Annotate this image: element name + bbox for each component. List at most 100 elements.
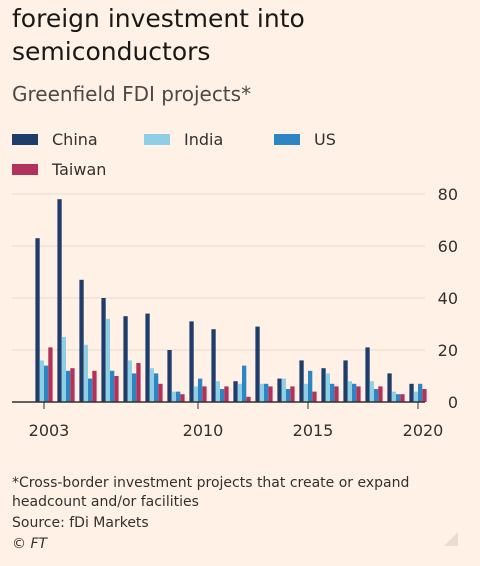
bar-india (303, 383, 308, 402)
bar-india (215, 381, 220, 402)
bar-taiwan (92, 370, 97, 402)
bar-taiwan (290, 386, 295, 402)
bar-us (242, 365, 247, 402)
bar-us (66, 370, 71, 402)
bar-us (110, 370, 115, 402)
bar-india (171, 391, 176, 402)
bar-taiwan (356, 386, 361, 402)
y-tick-label: 20 (438, 341, 458, 360)
legend-label-china: China (52, 130, 98, 149)
bar-china (365, 347, 370, 402)
bar-us (286, 389, 291, 402)
legend-swatch-india (144, 134, 170, 145)
y-tick-label: 80 (438, 185, 458, 204)
bar-china (299, 360, 304, 402)
bar-us (396, 394, 401, 402)
bar-us (132, 373, 137, 402)
bar-us (264, 383, 269, 402)
bar-us (88, 378, 93, 402)
bar-taiwan (312, 391, 317, 402)
bar-india (391, 391, 396, 402)
bar-china (387, 373, 392, 402)
bar-india (193, 386, 198, 402)
bar-china (35, 238, 40, 402)
corner-decoration (444, 532, 458, 546)
bar-china (211, 329, 216, 402)
bar-china (255, 326, 260, 402)
bar-india (105, 318, 110, 402)
bar-taiwan (136, 363, 141, 402)
bar-china (57, 199, 62, 402)
bar-taiwan (180, 394, 185, 402)
x-tick-label: 2020 (403, 421, 444, 440)
bar-india (413, 391, 418, 402)
chart-subtitle: Greenfield FDI projects* (12, 82, 252, 106)
bar-chart: 0 20 40 60 80 2003 2010 2015 2020 (12, 185, 458, 440)
bar-us (154, 373, 159, 402)
bar-us (176, 391, 181, 402)
bar-us (44, 365, 49, 402)
bar-china (321, 368, 326, 402)
bar-china (101, 298, 106, 402)
bar-us (330, 383, 335, 402)
bar-india (127, 360, 132, 402)
legend-item-india: India (144, 130, 223, 149)
y-tick-label: 40 (438, 289, 458, 308)
bar-china (233, 381, 238, 402)
bar-taiwan (70, 368, 75, 402)
footnote: *Cross-border investment projects that c… (12, 475, 410, 510)
legend-swatch-china (12, 134, 38, 145)
bar-taiwan (246, 396, 251, 402)
legend-item-us: US (274, 130, 336, 149)
bar-india (61, 337, 66, 402)
bar-china (409, 383, 414, 402)
legend-item-china: China (12, 130, 98, 149)
bar-us (352, 383, 357, 402)
bar-us (418, 383, 423, 402)
bar-india (281, 378, 286, 402)
bar-china (167, 350, 172, 402)
bar-india (83, 344, 88, 402)
bar-india (347, 381, 352, 402)
bar-china (79, 279, 84, 402)
bar-china (123, 316, 128, 402)
bar-taiwan (48, 347, 53, 402)
bar-taiwan (224, 386, 229, 402)
bar-india (39, 360, 44, 402)
x-tick-label: 2010 (183, 421, 224, 440)
y-tick-label: 60 (438, 237, 458, 256)
legend-swatch-us (274, 134, 300, 145)
bar-taiwan (202, 386, 207, 402)
legend-swatch-taiwan (12, 164, 38, 175)
legend-label-taiwan: Taiwan (52, 160, 107, 179)
bar-us (374, 389, 379, 402)
bar-taiwan (400, 394, 405, 402)
bar-china (145, 313, 150, 402)
bar-china (189, 321, 194, 402)
chart-title: foreign investment into semiconductors (12, 4, 305, 66)
x-tick-label: 2003 (29, 421, 70, 440)
bar-china (277, 378, 282, 402)
bar-taiwan (114, 376, 119, 402)
legend-item-taiwan: Taiwan (12, 160, 106, 179)
bar-taiwan (268, 386, 273, 402)
bar-india (325, 373, 330, 402)
bar-taiwan (378, 386, 383, 402)
source-note: Source: fDi Markets (12, 515, 149, 531)
legend-label-us: US (314, 130, 336, 149)
bar-india (259, 383, 264, 402)
bar-india (237, 383, 242, 402)
x-tick-label: 2015 (293, 421, 334, 440)
bar-india (369, 381, 374, 402)
bar-taiwan (334, 386, 339, 402)
bar-taiwan (422, 389, 427, 402)
bar-taiwan (158, 383, 163, 402)
bar-china (343, 360, 348, 402)
copyright-note: © FT (12, 536, 48, 552)
bar-us (220, 389, 225, 402)
bar-us (308, 370, 313, 402)
y-tick-label: 0 (448, 393, 458, 412)
legend-label-india: India (184, 130, 224, 149)
bar-us (198, 378, 203, 402)
bar-india (149, 368, 154, 402)
